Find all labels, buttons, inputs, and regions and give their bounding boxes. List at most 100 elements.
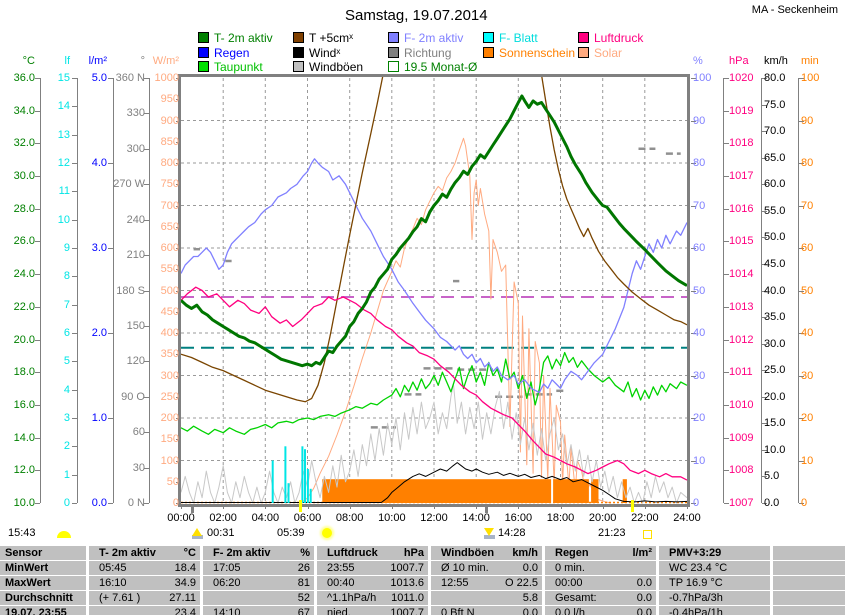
axis-tick-lf: [72, 361, 77, 362]
axis-label-dir: 180 S: [116, 285, 145, 297]
legend-item-wind-[interactable]: Windˣ: [293, 46, 385, 60]
legend-item-t-2m-aktiv[interactable]: T- 2m aktiv: [198, 32, 290, 45]
axis-tick-solar: [176, 291, 181, 292]
axis-label-dir: 270 W: [113, 178, 145, 190]
axis-tick-rain: [108, 503, 113, 504]
axis-label-temp: 28.0: [13, 203, 35, 215]
sunmoon-time: 00:31: [207, 527, 235, 539]
series-t-5cm: [181, 77, 687, 403]
x-axis-hour-tick: [350, 504, 351, 509]
axis-label-dir: 120: [126, 355, 145, 367]
axis-tick-min: [799, 503, 804, 504]
legend-item-solar[interactable]: Solar: [578, 46, 670, 60]
axis-label-dir: 300: [126, 143, 145, 155]
axis-tick-dir: [144, 291, 149, 292]
legend-label: 19.5 Monat-Ø: [404, 60, 478, 74]
axis-tick-min: [799, 418, 804, 419]
series-luftdruck: [181, 286, 687, 481]
table-cell: 05:45 18.4: [89, 561, 200, 575]
axis-tick-kmh: [762, 105, 767, 106]
table-cell: 17:05 26: [203, 561, 314, 575]
legend-item-19-5-monat-[interactable]: 19.5 Monat-Ø: [388, 61, 480, 74]
x-axis-label: 04:00: [251, 512, 280, 524]
legend-item-t-5cm-[interactable]: T +5cmˣ: [293, 32, 385, 45]
axis-label-rain: 4.0: [91, 157, 107, 169]
axis-title-rain: l/m²: [88, 55, 107, 67]
axis-tick-pct: [691, 461, 696, 462]
axis-label-lf: 9: [63, 242, 70, 254]
axis-tick-dir: [144, 468, 149, 469]
axis-label-kmh: 45.0: [764, 258, 786, 270]
axis-label-lf: 7: [63, 299, 70, 311]
axis-label-hpa: 1015: [729, 235, 754, 247]
legend-item-regen[interactable]: Regen: [198, 46, 290, 60]
axis-label-pct: 60: [693, 242, 706, 254]
axis-line-lf: [77, 78, 78, 503]
legend-item-f-2m-aktiv[interactable]: F- 2m aktiv: [388, 32, 480, 45]
axis-label-rain: 0.0: [91, 497, 107, 509]
axis-tick-solar: [176, 142, 181, 143]
axis-tick-hpa: [724, 78, 729, 79]
axis-tick-kmh: [762, 397, 767, 398]
table-header-cell: Sensor: [0, 546, 86, 560]
axis-tick-min: [799, 163, 804, 164]
legend-item-f-blatt[interactable]: F- Blatt: [483, 32, 575, 45]
sunmoon-time: 14:28: [498, 527, 526, 539]
axis-tick-temp: [35, 470, 40, 471]
x-axis-hour-tick: [286, 504, 287, 507]
axis-label-rain: 1.0: [91, 412, 107, 424]
axis-label-hpa: 1007: [729, 497, 754, 509]
legend-item-windb-en[interactable]: Windböen: [293, 61, 385, 74]
axis-tick-lf: [72, 446, 77, 447]
legend-label: T +5cmˣ: [309, 31, 354, 45]
axis-label-lf: 13: [57, 129, 70, 141]
x-axis-hour-tick: [539, 504, 540, 507]
axis-tick-dir: [144, 255, 149, 256]
axis-line-dir: [149, 78, 150, 503]
axis-label-hpa: 1011: [729, 366, 753, 378]
axis-tick-lf: [72, 191, 77, 192]
legend-item-sonnenschein[interactable]: Sonnenschein: [483, 46, 575, 60]
axis-label-kmh: 0.0: [764, 497, 780, 509]
sunset-tick: [631, 500, 634, 512]
axis-tick-solar: [176, 163, 181, 164]
axis-tick-pct: [691, 503, 696, 504]
axis-tick-lf: [72, 78, 77, 79]
axis-label-dir: 240: [126, 214, 145, 226]
legend-label: Luftdruck: [594, 31, 644, 45]
axis-tick-temp: [35, 78, 40, 79]
axis-title-pct: %: [693, 55, 703, 67]
axis-label-kmh: 75.0: [764, 99, 786, 111]
axis-tick-temp: [35, 241, 40, 242]
axis-tick-lf: [72, 220, 77, 221]
axis-label-temp: 18.0: [13, 366, 35, 378]
axis-label-solar: 600: [160, 242, 179, 254]
axis-label-solar: 400: [160, 327, 179, 339]
legend-item-taupunkt[interactable]: Taupunkt: [198, 61, 290, 74]
x-axis-hour-tick: [413, 504, 414, 507]
axis-tick-hpa: [724, 372, 729, 373]
axis-label-dir: 330: [126, 107, 145, 119]
legend-item-luftdruck[interactable]: Luftdruck: [578, 32, 670, 45]
axis-label-lf: 1: [63, 469, 70, 481]
x-axis-label: 16:00: [504, 512, 533, 524]
legend-label: T- 2m aktiv: [214, 31, 273, 45]
axis-label-dir: 90 O: [121, 391, 145, 403]
axis-tick-dir: [144, 326, 149, 327]
axis-label-temp: 30.0: [13, 170, 35, 182]
axis-label-kmh: 70.0: [764, 125, 786, 137]
series-taupunkt: [181, 351, 687, 435]
table-cell: [773, 591, 845, 605]
legend-item-richtung[interactable]: Richtung: [388, 46, 480, 60]
axis-tick-solar: [176, 482, 181, 483]
axis-tick-lf: [72, 503, 77, 504]
axis-tick-pct: [691, 248, 696, 249]
axis-tick-solar: [176, 333, 181, 334]
axis-tick-solar: [176, 376, 181, 377]
axis-tick-min: [799, 248, 804, 249]
axis-label-pct: 70: [693, 200, 706, 212]
table-cell: 16:10 34.9: [89, 576, 200, 590]
legend-swatch-icon: [388, 61, 399, 72]
legend-swatch-icon: [293, 32, 304, 43]
axis-title-lf: lf: [64, 55, 71, 67]
